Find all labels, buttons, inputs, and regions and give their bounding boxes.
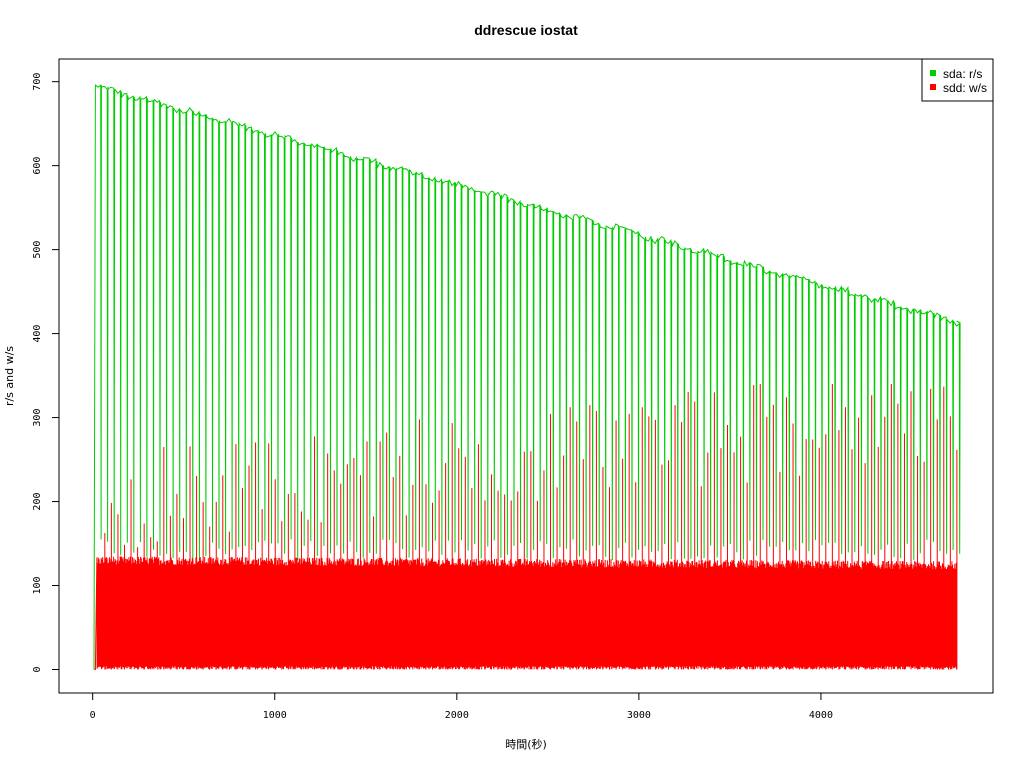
legend-label-sda: sda: r/s — [943, 67, 982, 81]
series-line-sda — [93, 84, 961, 670]
y-tick-label: 400 — [32, 325, 43, 343]
y-tick-label: 300 — [32, 409, 43, 427]
legend: sda: r/s sdd: w/s — [921, 58, 994, 102]
x-tick-label: 1000 — [263, 710, 287, 721]
y-tick-label: 100 — [32, 576, 43, 594]
x-tick-label: 3000 — [627, 710, 651, 721]
series-layer — [93, 84, 961, 670]
y-tick-label: 200 — [32, 493, 43, 511]
x-axis-label: 時間(秒) — [505, 737, 547, 751]
x-axis: 0 1000 2000 3000 4000 — [90, 692, 833, 721]
chart-title: ddrescue iostat — [474, 22, 578, 38]
x-tick-label: 0 — [90, 710, 96, 721]
y-tick-label: 700 — [32, 73, 43, 91]
y-axis-label: r/s and w/s — [3, 346, 16, 406]
y-tick-label: 600 — [32, 157, 43, 175]
y-tick-label: 500 — [32, 241, 43, 259]
y-axis: 0 100 200 300 400 500 600 700 — [32, 73, 60, 673]
legend-swatch-sda — [930, 70, 936, 76]
legend-swatch-sdd — [930, 84, 936, 90]
x-tick-label: 2000 — [445, 710, 469, 721]
x-tick-label: 4000 — [809, 710, 833, 721]
y-tick-label: 0 — [32, 666, 43, 672]
series-line-sdd — [94, 556, 958, 670]
legend-box — [921, 58, 994, 102]
legend-label-sdd: sdd: w/s — [943, 81, 987, 95]
